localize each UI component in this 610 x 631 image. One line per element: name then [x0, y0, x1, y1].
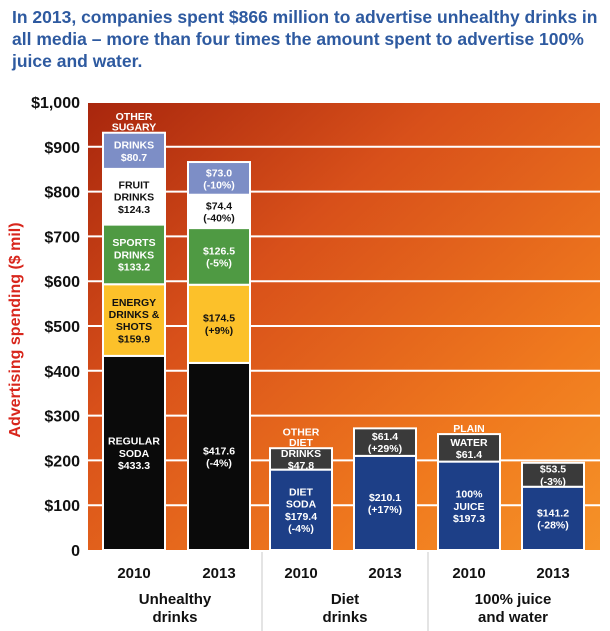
bar-segment: [353, 427, 417, 457]
bar-2013-group-1: $210.1(+17%) $61.4(+29%): [353, 427, 417, 552]
data-label: $80.7: [121, 152, 147, 164]
data-label: $417.6: [203, 445, 235, 457]
data-label: WATER: [450, 437, 488, 449]
y-tick-label: $200: [44, 453, 80, 470]
bar-segment: [521, 485, 585, 551]
y-tick-label: $600: [44, 274, 80, 291]
y-tick-label: $100: [44, 498, 80, 515]
y-tick-label: $500: [44, 319, 80, 336]
group-label: 100% juice: [475, 591, 552, 608]
data-label: DIET: [289, 487, 314, 499]
data-label: $61.4: [372, 431, 398, 443]
data-label: $141.2: [537, 507, 569, 519]
data-label: $179.4: [285, 511, 317, 523]
group-label: drinks: [152, 609, 197, 626]
group-label: drinks: [322, 609, 367, 626]
bar-2010-group-2: 100%JUICE$197.3 WATER$61.4 PLAIN: [437, 423, 501, 551]
data-label: $159.9: [118, 333, 150, 345]
data-label: DRINKS: [114, 140, 154, 152]
data-label: $126.5: [203, 245, 235, 257]
data-label: DRINKS: [281, 448, 321, 460]
bar-segment: [269, 447, 333, 471]
x-tick-label: 2010: [117, 565, 150, 582]
y-tick-label: 0: [71, 543, 80, 560]
group-label: Unhealthy: [139, 591, 212, 608]
data-label: JUICE: [454, 501, 485, 513]
data-label: $61.4: [456, 449, 482, 461]
data-label: SODA: [119, 448, 150, 460]
data-label: (-3%): [540, 476, 566, 488]
data-label: (-10%): [203, 179, 235, 191]
data-label: (+9%): [205, 325, 233, 337]
data-label: DRINKS &: [109, 309, 160, 321]
bar-segment: [521, 461, 585, 488]
data-label: SPORTS: [112, 237, 155, 249]
data-label: $433.3: [118, 460, 150, 472]
bar-segment: [187, 161, 251, 196]
y-tick-label: $900: [44, 140, 80, 157]
data-label: $73.0: [206, 167, 232, 179]
x-tick-label: 2010: [284, 565, 317, 582]
data-label: $53.5: [540, 464, 566, 476]
data-label: 100%: [456, 489, 484, 501]
data-label: ENERGY: [112, 297, 156, 309]
data-label: $133.2: [118, 262, 150, 274]
x-tick-label: 2013: [368, 565, 401, 582]
data-label: OTHER: [283, 427, 320, 439]
bar-segment: [437, 433, 501, 463]
y-tick-label: $800: [44, 185, 80, 202]
data-label: (+29%): [368, 443, 402, 455]
data-label: FRUIT: [119, 180, 150, 192]
data-label: OTHER: [116, 111, 153, 123]
data-label: SODA: [286, 499, 317, 511]
bar-2013-group-2: $141.2(-28%) $53.5(-3%): [521, 461, 585, 551]
data-label: (-5%): [206, 258, 232, 270]
data-label: (-4%): [206, 458, 232, 470]
data-label: DRINKS: [114, 192, 154, 204]
y-tick-label: $300: [44, 409, 80, 426]
data-label: SHOTS: [116, 321, 152, 333]
bar-segment: [269, 468, 333, 552]
data-label: $74.4: [206, 200, 232, 212]
group-label: Diet: [331, 591, 359, 608]
x-tick-label: 2013: [202, 565, 235, 582]
y-tick-label: $1,000: [31, 95, 80, 112]
data-label: REGULAR: [108, 436, 160, 448]
data-label: (-4%): [288, 523, 314, 535]
y-axis-label: Advertising spending ($ mil): [7, 222, 24, 437]
bar-segment: [187, 227, 251, 286]
data-label: DRINKS: [114, 249, 154, 261]
y-tick-label: $700: [44, 229, 80, 246]
data-label: $210.1: [369, 492, 401, 504]
x-tick-label: 2010: [452, 565, 485, 582]
data-label: $197.3: [453, 513, 485, 525]
data-label: SUGARY: [112, 122, 157, 134]
data-label: $124.3: [118, 204, 150, 216]
y-tick-label: $400: [44, 364, 80, 381]
x-tick-label: 2013: [536, 565, 569, 582]
bar-segment: [102, 131, 166, 170]
data-label: (+17%): [368, 504, 402, 516]
data-label: DIET: [289, 437, 314, 449]
data-label: (-40%): [203, 213, 235, 225]
group-label: and water: [478, 609, 548, 626]
data-label: (-28%): [537, 519, 569, 531]
data-label: $174.5: [203, 313, 235, 325]
bar-2013-group-0: $417.6(-4%)$174.5(+9%)$126.5(-5%)$74.4(-…: [187, 161, 251, 551]
data-label: $47.8: [288, 460, 314, 472]
data-label: PLAIN: [453, 423, 485, 435]
chart-title: In 2013, companies spent $866 million to…: [12, 7, 598, 71]
